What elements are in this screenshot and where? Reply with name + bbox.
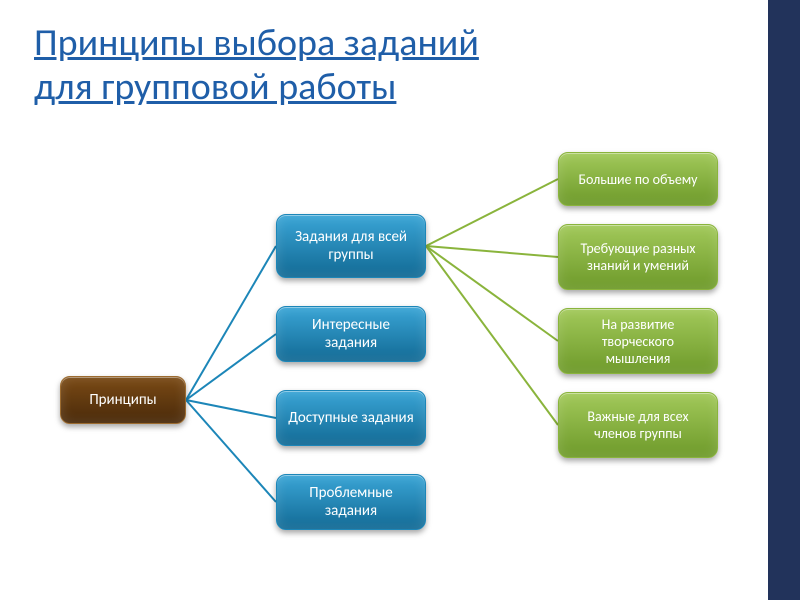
title-line-2: для групповой работы [34,64,396,110]
slide: Принципы выбора заданий для групповой ра… [0,0,800,600]
node-c3: Доступные задания [276,390,426,446]
title-line-1: Принципы выбора заданий [34,20,479,66]
edge-c1-g3 [426,246,558,341]
edge-c1-g2 [426,246,558,257]
node-root: Принципы [60,376,186,424]
edge-c1-g1 [426,179,558,246]
right-accent-bar [768,0,800,600]
node-g3: На развитие творческого мышления [558,308,718,374]
node-c1: Задания для всей группы [276,214,426,278]
edge-c1-g4 [426,246,558,425]
edge-root-c3 [186,400,276,418]
edge-root-c2 [186,334,276,400]
node-g4: Важные для всех членов группы [558,392,718,458]
node-g2: Требующие разных знаний и умений [558,224,718,290]
node-c2: Интересные задания [276,306,426,362]
edge-root-c4 [186,400,276,502]
node-c4: Проблемные задания [276,474,426,530]
node-g1: Большие по объему [558,152,718,206]
edge-root-c1 [186,246,276,400]
slide-title: Принципы выбора заданий для групповой ра… [34,22,734,109]
